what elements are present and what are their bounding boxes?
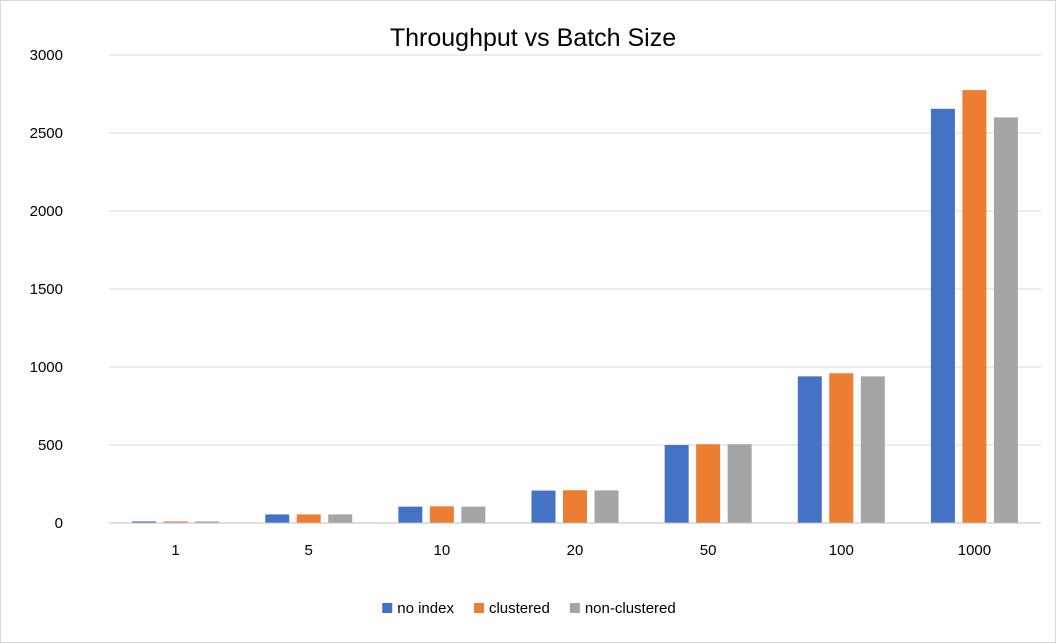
x-tick-label: 5: [305, 542, 313, 559]
bar-non-clustered-20: [594, 490, 619, 523]
legend-label: non-clustered: [585, 600, 676, 617]
bar-clustered-100: [829, 373, 854, 523]
bar-clustered-1: [163, 521, 188, 523]
y-tick-label: 2000: [30, 203, 63, 220]
bar-no-index-50: [664, 445, 689, 523]
bars: [132, 90, 1018, 524]
bar-clustered-1000: [962, 90, 987, 523]
legend-label: clustered: [489, 600, 550, 617]
y-tick-label: 2500: [30, 125, 63, 142]
bar-non-clustered-50: [727, 444, 752, 523]
y-tick-label: 1000: [30, 359, 63, 376]
legend-swatch-clustered: [473, 603, 484, 613]
bar-non-clustered-100: [860, 376, 885, 523]
y-tick-label: 0: [55, 515, 63, 532]
bar-no-index-5: [265, 514, 290, 523]
bar-non-clustered-5: [328, 514, 353, 523]
bar-no-index-1: [132, 521, 157, 523]
bar-no-index-10: [398, 506, 423, 523]
bar-non-clustered-10: [461, 506, 486, 523]
x-tick-label: 1000: [958, 542, 991, 559]
bar-no-index-20: [531, 490, 556, 523]
y-tick-label: 500: [38, 437, 63, 454]
x-tick-label: 20: [567, 542, 584, 559]
bar-non-clustered-1000: [993, 117, 1018, 524]
bar-no-index-100: [797, 376, 822, 523]
bar-clustered-20: [563, 490, 587, 523]
x-tick-label: 50: [700, 542, 717, 559]
legend-swatch-non-clustered: [569, 603, 580, 613]
bar-non-clustered-1: [195, 521, 220, 523]
legend-label: no index: [397, 600, 454, 617]
x-tick-label: 1: [171, 542, 179, 559]
bar-clustered-50: [696, 444, 721, 523]
gridlines: [109, 54, 1041, 446]
x-tick-label: 10: [434, 542, 451, 559]
chart-title: Throughput vs Batch Size: [390, 24, 676, 52]
legend-swatch-no-index: [382, 603, 393, 613]
bar-no-index-1000: [930, 108, 955, 523]
bar-clustered-10: [429, 506, 454, 523]
y-tick-label: 3000: [30, 47, 63, 64]
y-tick-label: 1500: [30, 281, 63, 298]
axes: 0 500 1000 1500 2000 2500 3000 1 5 10 20 50 100 1000: [30, 47, 1041, 559]
x-tick-label: 100: [829, 542, 854, 559]
bar-clustered-5: [296, 514, 321, 523]
legend: no index clustered non-clustered: [382, 600, 676, 617]
